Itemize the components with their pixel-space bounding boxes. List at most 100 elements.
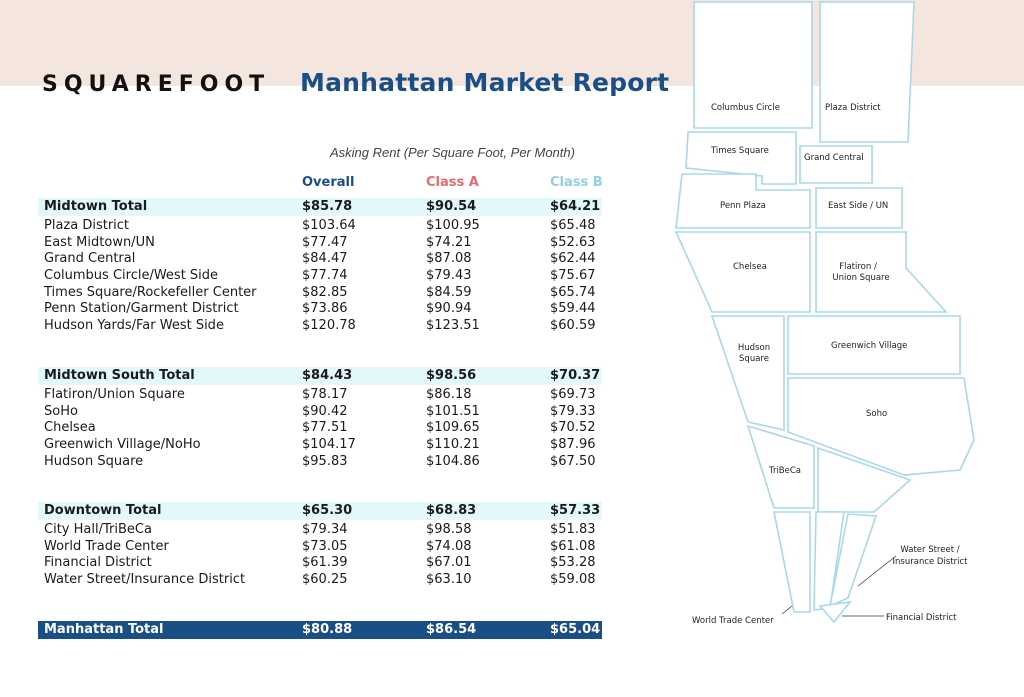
- row-name: Water Street/Insurance District: [44, 572, 246, 587]
- row-name: Flatiron/Union Square: [44, 387, 185, 402]
- row-name: World Trade Center: [44, 539, 169, 554]
- map-label-times-square: Times Square: [710, 146, 769, 156]
- row-class-b: $70.37: [550, 368, 601, 383]
- map-label-plaza-district: Plaza District: [825, 103, 881, 113]
- row-name: SoHo: [44, 404, 78, 419]
- table-row: Water Street/Insurance District $60.25 $…: [38, 571, 602, 588]
- midtown-total-row: Midtown Total $85.78 $90.54 $64.21: [38, 198, 602, 216]
- table-subtitle: Asking Rent (Per Square Foot, Per Month): [330, 145, 575, 160]
- row-overall: $78.17: [302, 387, 348, 402]
- row-class-a: $104.86: [426, 454, 480, 469]
- wtc-leader: [781, 605, 793, 615]
- manhattan-map: Columbus Circle Plaza District Times Squ…: [674, 1, 975, 626]
- row-name: Downtown Total: [44, 503, 162, 518]
- map-region-flatiron: [815, 231, 948, 313]
- manhattan-total-row: Manhattan Total $80.88 $86.54 $65.04: [38, 621, 602, 639]
- row-overall: $85.78: [302, 199, 353, 214]
- row-name: Plaza District: [44, 218, 130, 233]
- table-row: Times Square/Rockefeller Center $82.85 $…: [38, 284, 602, 301]
- table-row: Grand Central $84.47 $87.08 $62.44: [38, 250, 602, 267]
- map-label-flatiron: Flatiron /: [839, 262, 877, 272]
- map-region-greenwich-village: [787, 315, 961, 375]
- row-overall: $77.47: [302, 235, 348, 250]
- row-overall: $61.39: [302, 555, 348, 570]
- row-overall: $60.25: [302, 572, 348, 587]
- row-class-b: $62.44: [550, 251, 596, 266]
- row-name: Penn Station/Garment District: [44, 301, 239, 316]
- map-label-water-street: Water Street /: [900, 545, 959, 555]
- row-overall: $80.88: [302, 622, 353, 637]
- water-street-leader: [857, 555, 897, 587]
- row-class-b: $65.48: [550, 218, 596, 233]
- map-region-grand-central: [799, 145, 873, 184]
- row-class-a: $101.51: [426, 404, 480, 419]
- row-class-b: $87.96: [550, 437, 596, 452]
- row-overall: $84.47: [302, 251, 348, 266]
- table-row: Greenwich Village/NoHo $104.17 $110.21 $…: [38, 436, 602, 453]
- row-class-b: $51.83: [550, 522, 596, 537]
- map-region-tribeca-east: [817, 446, 912, 513]
- brand-logo: SQUAREFOOT: [42, 72, 271, 97]
- map-label-columbus-circle: Columbus Circle: [711, 103, 780, 113]
- map-label-financial-district: Financial District: [886, 613, 957, 623]
- map-region-chelsea: [674, 231, 811, 313]
- row-class-b: $53.28: [550, 555, 596, 570]
- row-name: Chelsea: [44, 420, 96, 435]
- row-class-b: $59.44: [550, 301, 596, 316]
- map-label-penn-plaza: Penn Plaza: [720, 201, 766, 211]
- row-class-a: $90.54: [426, 199, 477, 214]
- map-region-penn-plaza: [675, 173, 811, 229]
- row-name: Financial District: [44, 555, 152, 570]
- row-overall: $73.86: [302, 301, 348, 316]
- row-name: Manhattan Total: [44, 622, 164, 637]
- map-label-world-trade-center: World Trade Center: [692, 616, 774, 626]
- table-row: Penn Station/Garment District $73.86 $90…: [38, 300, 602, 317]
- table-row: Financial District $61.39 $67.01 $53.28: [38, 554, 602, 571]
- page-title: Manhattan Market Report: [300, 68, 670, 97]
- map-region-plaza-district: [819, 1, 915, 143]
- row-class-a: $90.94: [426, 301, 472, 316]
- map-region-tribeca: [746, 424, 815, 509]
- row-class-a: $98.56: [426, 368, 477, 383]
- row-overall: $77.74: [302, 268, 348, 283]
- map-region-east-side-un: [815, 187, 903, 229]
- row-class-a: $109.65: [426, 420, 480, 435]
- row-name: Hudson Yards/Far West Side: [44, 318, 224, 333]
- map-region-soho: [787, 377, 975, 476]
- row-class-b: $60.59: [550, 318, 596, 333]
- row-class-a: $74.08: [426, 539, 472, 554]
- row-overall: $82.85: [302, 285, 348, 300]
- row-name: Hudson Square: [44, 454, 144, 469]
- table-row: Hudson Yards/Far West Side $120.78 $123.…: [38, 317, 602, 334]
- table-row: City Hall/TriBeCa $79.34 $98.58 $51.83: [38, 521, 602, 538]
- row-class-a: $123.51: [426, 318, 480, 333]
- row-class-b: $67.50: [550, 454, 596, 469]
- map-label-hudson: Hudson: [738, 343, 770, 353]
- row-name: City Hall/TriBeCa: [44, 522, 152, 537]
- map-label-insurance-district: Insurance District: [893, 557, 969, 567]
- row-name: Greenwich Village/NoHo: [44, 437, 201, 452]
- row-class-a: $87.08: [426, 251, 472, 266]
- row-class-a: $110.21: [426, 437, 480, 452]
- map-region-wtc: [773, 511, 811, 613]
- row-overall: $103.64: [302, 218, 356, 233]
- table-row: Flatiron/Union Square $78.17 $86.18 $69.…: [38, 386, 602, 403]
- row-class-b: $61.08: [550, 539, 596, 554]
- row-class-b: $75.67: [550, 268, 596, 283]
- row-name: Columbus Circle/West Side: [44, 268, 219, 283]
- row-overall: $104.17: [302, 437, 356, 452]
- row-name: Grand Central: [44, 251, 136, 266]
- row-class-b: $59.08: [550, 572, 596, 587]
- row-class-a: $84.59: [426, 285, 472, 300]
- row-name: Midtown South Total: [44, 368, 195, 383]
- map-label-tribeca: TriBeCa: [768, 466, 801, 476]
- row-overall: $77.51: [302, 420, 348, 435]
- row-class-b: $65.04: [550, 622, 601, 637]
- map-label-chelsea: Chelsea: [733, 262, 767, 272]
- row-class-b: $64.21: [550, 199, 601, 214]
- map-region-lower-2: [828, 513, 878, 608]
- row-overall: $90.42: [302, 404, 348, 419]
- table-row: World Trade Center $73.05 $74.08 $61.08: [38, 538, 602, 555]
- row-class-a: $74.21: [426, 235, 472, 250]
- map-region-columbus-circle: [693, 1, 813, 129]
